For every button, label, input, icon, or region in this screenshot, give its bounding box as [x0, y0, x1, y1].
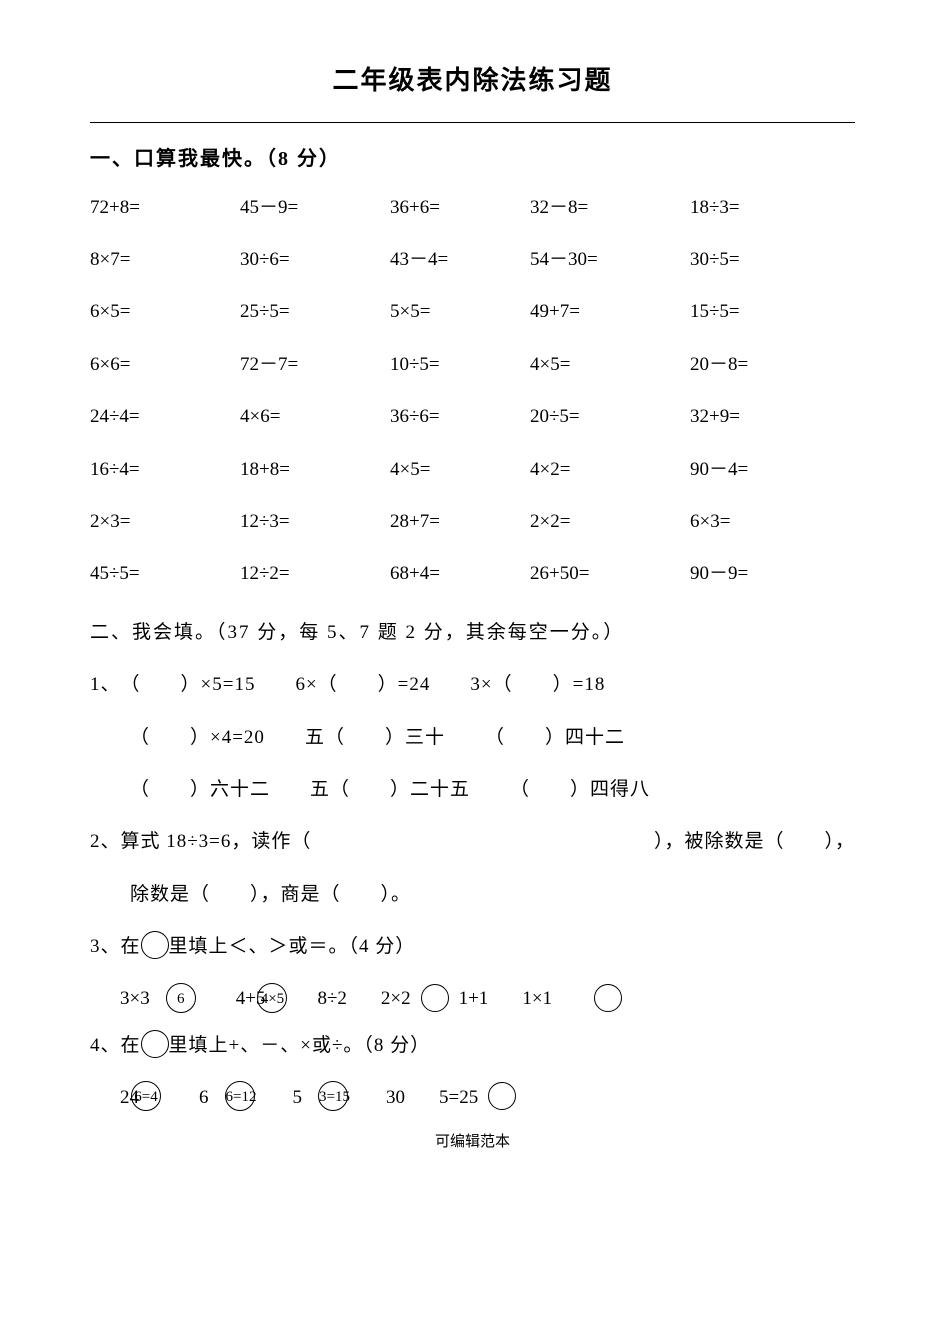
cell: 36÷6= — [390, 402, 530, 432]
q3-expr: 3×3 — [120, 984, 150, 1014]
cell: 30÷5= — [690, 245, 830, 275]
q1-item: （ ）四得八 — [510, 775, 650, 805]
section1-grid: 72+8= 45－9= 36+6= 32－8= 18÷3= 8×7= 30÷6=… — [90, 193, 855, 590]
q4-expr: 30 — [386, 1083, 405, 1113]
cell: 68+4= — [390, 559, 530, 589]
cell: 32+9= — [690, 402, 830, 432]
q1-item: 3×（ ）=18 — [470, 670, 605, 700]
q4-expr: 5=25 — [439, 1083, 478, 1113]
section2-heading: 二、我会填。（37 分，每 5、7 题 2 分，其余每空一分。） — [90, 618, 855, 648]
cell: 54－30= — [530, 245, 690, 275]
q1-item: （ ）六十二 — [130, 775, 270, 805]
q3-rest: 里填上＜、＞或＝。（4 分） — [169, 932, 416, 962]
q2-line2: 除数是（ ），商是（ ）。 — [90, 880, 855, 910]
q4-expr: 5 — [293, 1083, 303, 1113]
circle-blank: 6=4 — [131, 1081, 161, 1111]
cell: 10÷5= — [390, 350, 530, 380]
cell: 16÷4= — [90, 455, 240, 485]
cell: 18+8= — [240, 455, 390, 485]
cell: 24÷4= — [90, 402, 240, 432]
cell: 6×6= — [90, 350, 240, 380]
q1-item: （ ）×5=15 — [121, 670, 256, 700]
q3-expr: 2×2 — [381, 984, 411, 1014]
cell: 2×2= — [530, 507, 690, 537]
q3-expr: 8÷2 — [317, 984, 346, 1014]
q3-row: 3×3 6 4+5 4×5 8÷2 2×2 1+1 1×1 — [90, 984, 855, 1014]
cell: 12÷2= — [240, 559, 390, 589]
circle-icon — [141, 931, 169, 959]
q4-row: 24 6=4 6 6=12 5 3=15 30 5=25 — [90, 1083, 855, 1113]
cell: 8×7= — [90, 245, 240, 275]
cell: 4×5= — [530, 350, 690, 380]
q2-text-a: 2、算式 18÷3=6，读作（ — [90, 827, 311, 857]
cell: 12÷3= — [240, 507, 390, 537]
cell: 18÷3= — [690, 193, 830, 223]
q4-rest: 里填上+、－、×或÷。（8 分） — [169, 1031, 431, 1061]
circle-blank — [594, 984, 622, 1012]
cell: 4×2= — [530, 455, 690, 485]
cell: 36+6= — [390, 193, 530, 223]
q1-item: 6×（ ）=24 — [295, 670, 430, 700]
q4-heading: 4、在 里填上+、－、×或÷。（8 分） — [90, 1031, 855, 1061]
q2-text-c: 除数是（ ），商是（ ）。 — [130, 880, 411, 910]
circle-blank: 6 — [166, 983, 196, 1013]
cell: 26+50= — [530, 559, 690, 589]
cell: 5×5= — [390, 297, 530, 327]
q1-item: 五（ ）二十五 — [310, 775, 470, 805]
footer-text: 可编辑范本 — [90, 1130, 855, 1154]
section1-heading: 一、口算我最快。（8 分） — [90, 143, 855, 175]
q3-label: 3、在 — [90, 932, 141, 962]
q3-expr: 1+1 — [459, 984, 489, 1014]
cell: 32－8= — [530, 193, 690, 223]
cell: 6×3= — [690, 507, 830, 537]
cell: 45－9= — [240, 193, 390, 223]
cell: 20－8= — [690, 350, 830, 380]
cell: 4×6= — [240, 402, 390, 432]
q4-label: 4、在 — [90, 1031, 141, 1061]
cell: 20÷5= — [530, 402, 690, 432]
q3-heading: 3、在 里填上＜、＞或＝。（4 分） — [90, 932, 855, 962]
circle-icon — [141, 1030, 169, 1058]
cell: 90－9= — [690, 559, 830, 589]
circle-blank: 3=15 — [318, 1081, 348, 1111]
page-title: 二年级表内除法练习题 — [90, 60, 855, 102]
cell: 45÷5= — [90, 559, 240, 589]
q1-row1: 1、 （ ）×5=15 6×（ ）=24 3×（ ）=18 — [90, 670, 855, 700]
cell: 72－7= — [240, 350, 390, 380]
circle-blank — [488, 1082, 516, 1110]
cell: 15÷5= — [690, 297, 830, 327]
q1-item: （ ）×4=20 — [130, 723, 265, 753]
cell: 90－4= — [690, 455, 830, 485]
q3-expr: 1×1 — [522, 984, 552, 1014]
circle-blank: 4×5 — [257, 983, 287, 1013]
cell: 28+7= — [390, 507, 530, 537]
cell: 72+8= — [90, 193, 240, 223]
title-divider — [90, 122, 855, 123]
cell: 2×3= — [90, 507, 240, 537]
circle-blank — [421, 984, 449, 1012]
cell: 43－4= — [390, 245, 530, 275]
q2-line1: 2、算式 18÷3=6，读作（ ），被除数是（ ）， — [90, 827, 855, 857]
q1-item: （ ）四十二 — [485, 723, 625, 753]
q2-text-b: ），被除数是（ ）， — [654, 827, 855, 857]
cell: 25÷5= — [240, 297, 390, 327]
cell: 4×5= — [390, 455, 530, 485]
q1-label: 1、 — [90, 670, 121, 700]
q4-expr: 6 — [199, 1083, 209, 1113]
q1-row3: （ ）六十二 五（ ）二十五 （ ）四得八 — [90, 775, 855, 805]
circle-blank: 6=12 — [225, 1081, 255, 1111]
q1-item: 五（ ）三十 — [305, 723, 445, 753]
cell: 6×5= — [90, 297, 240, 327]
cell: 49+7= — [530, 297, 690, 327]
q1-row2: （ ）×4=20 五（ ）三十 （ ）四十二 — [90, 723, 855, 753]
cell: 30÷6= — [240, 245, 390, 275]
